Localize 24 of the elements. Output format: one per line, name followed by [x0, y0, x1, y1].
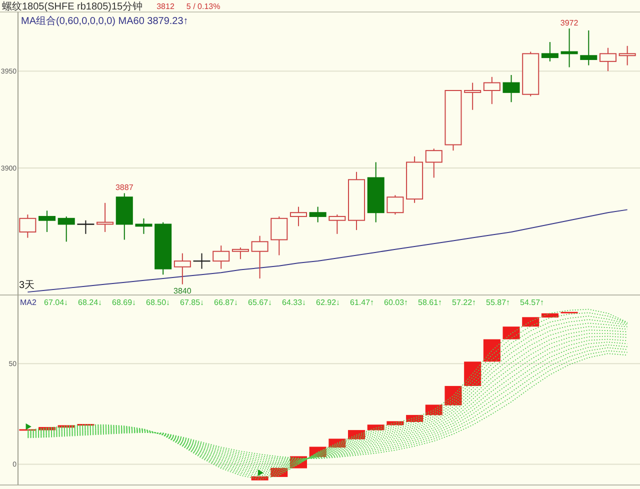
annotation: 3天 — [19, 280, 35, 291]
annotation: 65.67↓ — [248, 298, 272, 307]
annotation: 58.61↑ — [418, 298, 442, 307]
annotation: 68.50↓ — [146, 298, 170, 307]
annotation: 68.69↓ — [112, 298, 136, 307]
annotation: 3972 — [560, 18, 579, 28]
text: 5 / 0.13% — [186, 2, 220, 11]
annotation: 68.24↓ — [78, 298, 102, 307]
annotation: 67.04↓ — [44, 298, 68, 307]
annotation: 3887 — [115, 183, 134, 192]
annotation: 55.87↑ — [486, 298, 510, 307]
text: 3812 — [156, 2, 175, 11]
annotation: 64.33↓ — [282, 298, 306, 307]
annotation: 60.03↑ — [384, 298, 408, 307]
annotation: 66.87↓ — [214, 298, 238, 307]
annotation: MA组合(0,60,0,0,0,0) MA60 3879.23↑ — [21, 15, 188, 27]
annotation: 54.57↑ — [520, 298, 544, 307]
annotation: 62.92↓ — [316, 298, 340, 307]
annotation: 57.22↑ — [452, 298, 476, 307]
annotation: 61.47↑ — [350, 298, 374, 307]
annotation: 67.85↓ — [180, 298, 204, 307]
annotation: MA2 — [20, 298, 37, 307]
chart-title: 螺纹1805(SHFE rb1805)15分钟 — [2, 0, 143, 12]
annotation: 3840 — [174, 286, 192, 296]
